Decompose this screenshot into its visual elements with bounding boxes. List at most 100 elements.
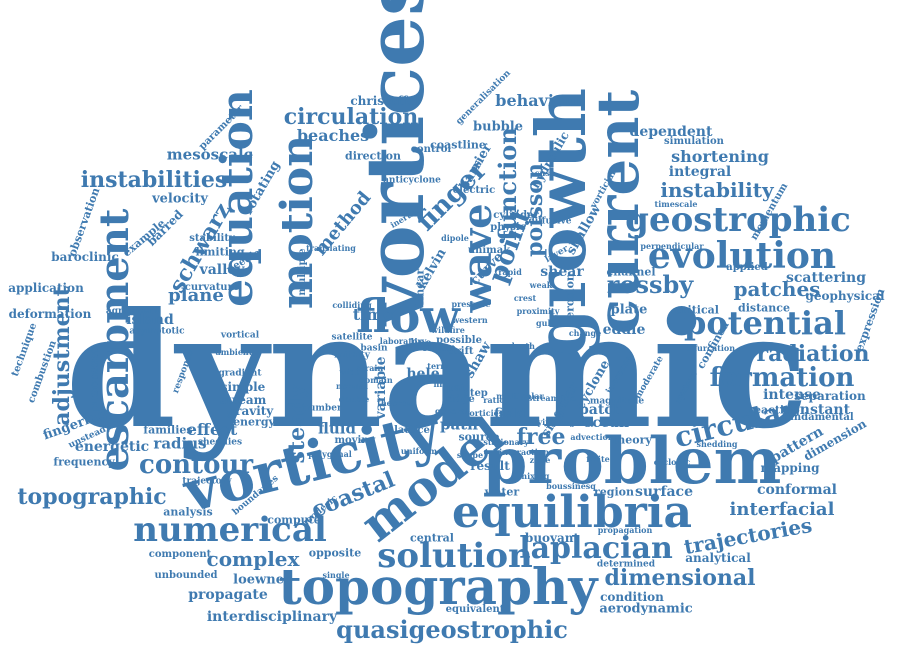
word: simple [220, 380, 266, 394]
word: domain [359, 375, 393, 385]
word: numerical [133, 510, 327, 550]
word: dependent [629, 124, 713, 140]
word: formation [709, 363, 855, 393]
word: instabilities [80, 167, 228, 193]
word: cyclonic [653, 457, 691, 467]
word: zone [529, 455, 551, 465]
word: gulf [536, 318, 554, 328]
word: patch [578, 402, 624, 418]
word: magnitude [589, 396, 645, 407]
word: flow [356, 289, 460, 343]
word: analytical [685, 551, 751, 565]
word: source [458, 430, 500, 444]
word: solution [377, 536, 533, 576]
word: subject [422, 343, 456, 353]
word: rapid [498, 267, 522, 277]
word: instability [660, 178, 774, 202]
word: curvature [184, 282, 240, 293]
word: shear [540, 264, 584, 280]
word: perpendicular [640, 241, 704, 251]
word: processes [87, 346, 101, 412]
word: physic [490, 222, 526, 233]
word: laboratory [379, 336, 427, 346]
word: cylinder [493, 210, 539, 221]
word: stationary [483, 437, 529, 447]
word: interaction [499, 447, 549, 457]
word: timescale [654, 199, 698, 209]
word: electric [452, 185, 496, 196]
word: limiting [195, 245, 245, 259]
word: christoffel [350, 94, 420, 108]
word: beaches [296, 126, 370, 145]
word: opposite [308, 546, 362, 560]
word: radius [153, 434, 207, 453]
word: application [8, 281, 84, 295]
word: integral [668, 164, 732, 180]
word: simulation [664, 136, 724, 147]
word: critical [675, 303, 719, 317]
word: satellite [331, 332, 373, 343]
word: shortening [671, 147, 769, 166]
word: baroclinic [51, 250, 119, 264]
word: direction [345, 149, 401, 163]
word: bubble [473, 119, 523, 135]
word: strain [356, 363, 384, 373]
word: surface [635, 484, 693, 500]
word: radiation [756, 341, 870, 367]
word: path [439, 415, 479, 434]
word: cusp [534, 168, 556, 178]
word: tangency [554, 417, 596, 427]
word: line [410, 338, 432, 349]
word: deformation [8, 307, 92, 321]
word: general [434, 406, 470, 416]
word: single [322, 570, 350, 580]
word: equilibria [451, 487, 693, 538]
word: region [594, 485, 634, 499]
word: double [338, 394, 370, 404]
word: condition [600, 590, 664, 604]
word: pair [446, 383, 470, 394]
word: plate [610, 302, 648, 318]
word: rossby [606, 270, 694, 299]
word: advection [570, 432, 614, 442]
word: stream [219, 393, 267, 407]
word: aerodynamic [599, 601, 693, 617]
word: wildfire [431, 325, 465, 335]
word: erosion [563, 273, 577, 319]
word: mesoscale [166, 145, 254, 164]
word: potential [684, 304, 846, 342]
word: families [143, 423, 193, 437]
word: step [464, 388, 488, 399]
word: constant [781, 402, 851, 418]
word: width [339, 367, 365, 377]
word: applied [726, 262, 768, 273]
word: separation [794, 389, 866, 403]
word: geostrophic [625, 200, 851, 240]
word: intense [763, 387, 821, 403]
word: asymptotic [129, 326, 185, 337]
word: boussinesq [546, 481, 596, 491]
word: change [568, 328, 602, 338]
word: distance [738, 301, 790, 315]
word: ridge [445, 394, 475, 405]
word: topography [278, 557, 598, 616]
word: vortical [220, 330, 260, 341]
word: anticyclone [383, 175, 441, 186]
word: interdisciplinary [206, 609, 338, 625]
word: free [516, 424, 566, 450]
word: weak [529, 280, 553, 290]
word: island [126, 312, 174, 328]
word: dimensional [604, 565, 756, 591]
word: central [410, 531, 454, 545]
word: agreement [105, 306, 161, 317]
word: component [148, 549, 212, 560]
word: stability [189, 233, 235, 244]
word: field [494, 406, 526, 422]
word: mixing [518, 471, 550, 481]
word: term [427, 361, 449, 371]
word: infinity [334, 350, 370, 361]
word: steady [284, 384, 310, 464]
word: evolution [647, 235, 837, 277]
word: channel [606, 265, 656, 279]
